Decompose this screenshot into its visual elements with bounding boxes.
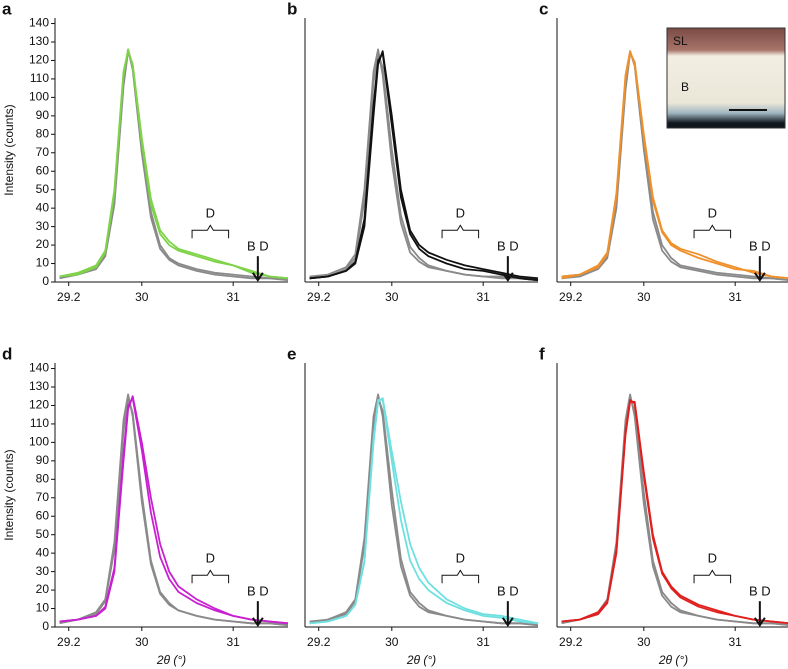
series-line	[59, 50, 289, 280]
x-tick-label: 31	[226, 635, 240, 649]
annotation: B D	[247, 583, 269, 598]
y-axis-label: Intensity (counts)	[2, 449, 16, 540]
y-tick-label: 70	[36, 145, 50, 159]
panel-label: b	[287, 0, 297, 18]
annotation: D	[456, 551, 465, 566]
x-tick-label: 30	[637, 635, 651, 649]
y-tick-label: 60	[36, 163, 50, 177]
y-tick-label: 100	[29, 435, 49, 449]
x-axis-label: 2θ (°)	[658, 653, 688, 667]
annotation: B D	[749, 583, 771, 598]
bracket	[441, 569, 480, 584]
annotation: D	[206, 551, 215, 566]
bracket	[693, 569, 732, 584]
x-tick-label: 30	[385, 290, 399, 304]
series-line	[561, 52, 788, 281]
series-line	[561, 399, 788, 625]
x-tick-label: 31	[728, 290, 742, 304]
annotation: B D	[497, 238, 519, 253]
annotation: D	[456, 206, 465, 221]
x-tick-label: 31	[476, 635, 490, 649]
panel-label: a	[2, 0, 12, 18]
x-tick-label: 30	[637, 290, 651, 304]
panel-label: c	[539, 0, 548, 18]
y-tick-label: 30	[36, 219, 50, 233]
x-tick-label: 31	[226, 290, 240, 304]
annotation: B D	[497, 583, 519, 598]
y-tick-label: 110	[30, 71, 49, 85]
y-tick-label: 0	[42, 274, 49, 288]
x-tick-label: 31	[728, 635, 742, 649]
x-tick-label: 30	[385, 635, 399, 649]
inset-label: B	[681, 80, 689, 94]
y-tick-label: 20	[36, 582, 50, 596]
annotation: D	[206, 206, 215, 221]
y-tick-label: 80	[36, 471, 50, 485]
annotation: D	[708, 206, 717, 221]
series-line	[59, 397, 289, 625]
x-tick-label: 30	[135, 635, 149, 649]
y-tick-label: 50	[36, 182, 50, 196]
annotation: B D	[247, 238, 269, 253]
bracket	[693, 224, 732, 239]
y-tick-label: 40	[36, 200, 50, 214]
annotation: D	[708, 551, 717, 566]
y-tick-label: 0	[42, 619, 49, 633]
panel-label: d	[2, 344, 12, 363]
y-tick-label: 80	[36, 126, 50, 140]
annotation: B D	[749, 238, 771, 253]
bracket	[441, 224, 480, 239]
y-tick-label: 120	[29, 398, 49, 412]
x-axis-label: 2θ (°)	[156, 653, 186, 667]
y-tick-label: 130	[29, 379, 49, 393]
y-tick-label: 120	[29, 53, 49, 67]
series-line	[309, 52, 539, 282]
x-axis-label: 2θ (°)	[406, 653, 436, 667]
series-line	[59, 50, 288, 280]
panel-label: e	[287, 344, 296, 363]
y-tick-label: 50	[36, 527, 50, 541]
arrow-head	[502, 272, 514, 282]
arrow-head	[252, 272, 264, 282]
bracket	[191, 569, 230, 584]
series-line	[59, 397, 289, 627]
y-tick-label: 10	[36, 601, 50, 615]
x-tick-label: 29.2	[559, 290, 583, 304]
y-tick-label: 30	[36, 564, 50, 578]
y-tick-label: 110	[30, 416, 49, 430]
y-tick-label: 70	[36, 490, 50, 504]
y-tick-label: 60	[36, 508, 50, 522]
x-tick-label: 29.2	[307, 290, 331, 304]
y-tick-label: 90	[36, 453, 50, 467]
y-tick-label: 140	[29, 16, 49, 30]
y-tick-label: 130	[29, 34, 49, 48]
series-line	[561, 50, 788, 280]
x-tick-label: 29.2	[57, 635, 81, 649]
x-tick-label: 30	[135, 290, 149, 304]
inset-image	[666, 27, 786, 129]
x-tick-label: 29.2	[307, 635, 331, 649]
series-line	[309, 399, 539, 625]
arrow-head	[252, 617, 264, 627]
y-tick-label: 100	[29, 90, 49, 104]
y-tick-label: 10	[36, 256, 50, 270]
bracket	[191, 224, 230, 239]
x-tick-label: 31	[476, 290, 490, 304]
y-tick-label: 40	[36, 545, 50, 559]
panel-label: f	[539, 344, 545, 363]
arrow-head	[754, 617, 766, 627]
y-axis-label: Intensity (counts)	[2, 104, 16, 195]
y-tick-label: 90	[36, 108, 50, 122]
y-tick-label: 140	[29, 361, 49, 375]
x-tick-label: 29.2	[57, 290, 81, 304]
inset-label: SL	[673, 34, 688, 48]
series-line	[309, 50, 539, 280]
arrow-head	[502, 617, 514, 627]
y-tick-label: 20	[36, 237, 50, 251]
x-tick-label: 29.2	[559, 635, 583, 649]
arrow-head	[754, 272, 766, 282]
